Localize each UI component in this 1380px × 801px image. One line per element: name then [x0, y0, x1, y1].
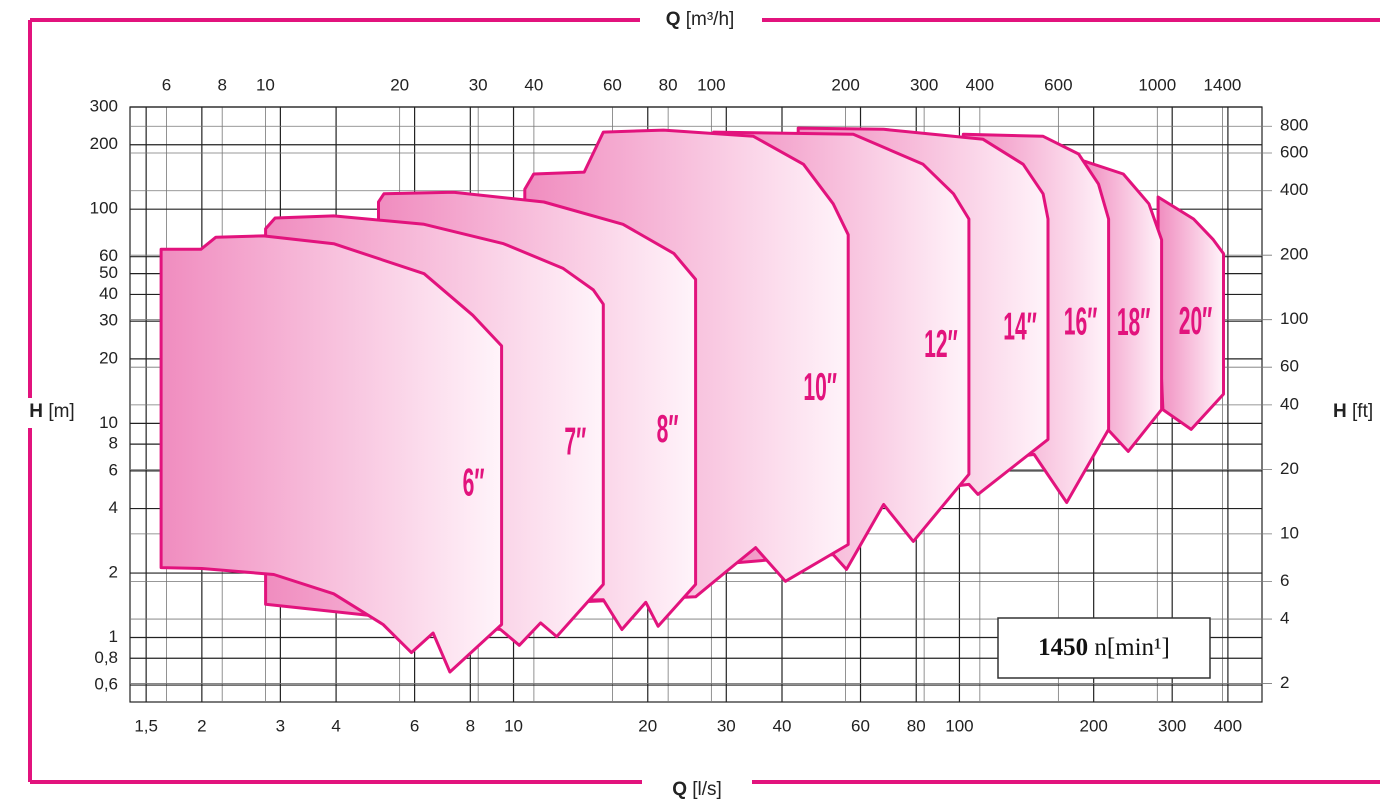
speed-annotation: 1450 n[min¹] [1038, 634, 1170, 661]
y-axis-title: H [m] [29, 401, 74, 422]
x2-tick-label: 1000 [1138, 75, 1176, 94]
speed-unit: n[min¹] [1094, 634, 1170, 661]
region-label: 20″ [1179, 299, 1213, 343]
y-tick-label: 100 [90, 199, 118, 218]
x2-tick-label: 60 [603, 75, 622, 94]
y2-tick-label: 100 [1280, 309, 1308, 328]
axis-symbol: Q [672, 779, 687, 800]
x2-tick-label: 400 [966, 75, 994, 94]
x2-tick-label: 8 [217, 75, 226, 94]
speed-box [997, 617, 1211, 679]
x2-tick-label: 600 [1044, 75, 1072, 94]
y2-tick-label: 4 [1280, 609, 1289, 628]
y2-tick-label: 10 [1280, 523, 1299, 542]
x-tick-label: 8 [466, 716, 475, 735]
axis-symbol: H [29, 401, 43, 422]
y2-tick-label: 200 [1280, 245, 1308, 264]
y2-tick-label: 800 [1280, 116, 1308, 135]
region-label: 14″ [1003, 305, 1037, 349]
x-tick-label: 40 [773, 716, 792, 735]
y-tick-label: 0,8 [94, 648, 118, 667]
x-tick-label: 100 [945, 716, 973, 735]
axis-unit: [m] [48, 401, 74, 422]
y-tick-label: 6 [109, 460, 118, 479]
pump-region [159, 234, 504, 674]
y-tick-label: 300 [90, 96, 118, 115]
x-tick-label: 60 [851, 716, 870, 735]
y2-tick-label: 20 [1280, 459, 1299, 478]
x-tick-label: 80 [907, 716, 926, 735]
x-tick-label: 30 [717, 716, 736, 735]
y2-axis-title: H [ft] [1333, 401, 1373, 422]
x-tick-label: 4 [331, 716, 340, 735]
axis-unit: [m³/h] [686, 9, 735, 30]
x2-tick-label: 30 [469, 75, 488, 94]
y-tick-label: 40 [99, 284, 118, 303]
region-label: 8″ [657, 407, 679, 451]
speed-value: 1450 [1038, 634, 1088, 661]
x-tick-label: 300 [1158, 716, 1186, 735]
x-tick-label: 2 [197, 716, 206, 735]
y-tick-label: 60 [99, 246, 118, 265]
region-label: 18″ [1117, 300, 1151, 344]
region-label: 12″ [924, 322, 958, 366]
y-tick-label: 1 [109, 627, 118, 646]
y-tick-label: 200 [90, 134, 118, 153]
y2-tick-label: 6 [1280, 571, 1289, 590]
y-tick-label: 0,6 [94, 675, 118, 694]
x-tick-label: 1,5 [134, 716, 158, 735]
x2-tick-label: 20 [390, 75, 409, 94]
y-tick-label: 30 [99, 311, 118, 330]
y-tick-label: 8 [109, 434, 118, 453]
y-tick-label: 10 [99, 413, 118, 432]
axis-unit: [l/s] [692, 779, 722, 800]
x-axis-title: Q [l/s] [672, 779, 722, 800]
y-tick-label: 50 [99, 263, 118, 282]
axis-symbol: Q [666, 9, 681, 30]
axis-unit: [ft] [1352, 401, 1373, 422]
region-label: 10″ [803, 365, 837, 409]
x2-tick-label: 40 [524, 75, 543, 94]
x2-tick-label: 1400 [1204, 75, 1242, 94]
x-tick-label: 200 [1079, 716, 1107, 735]
region-label: 16″ [1064, 300, 1098, 344]
x2-tick-label: 300 [910, 75, 938, 94]
region-label: 6″ [463, 461, 485, 505]
region-label: 7″ [564, 420, 586, 464]
axis-symbol: H [1333, 401, 1347, 422]
y2-tick-label: 400 [1280, 180, 1308, 199]
x-tick-label: 400 [1214, 716, 1242, 735]
y2-tick-label: 60 [1280, 357, 1299, 376]
frame [28, 18, 1380, 784]
y-tick-label: 4 [109, 498, 118, 517]
x-tick-label: 3 [276, 716, 285, 735]
x2-tick-label: 6 [162, 75, 171, 94]
y-tick-label: 20 [99, 348, 118, 367]
x2-axis-title: Q [m³/h] [666, 9, 735, 30]
y-tick-label: 2 [109, 563, 118, 582]
x-tick-label: 6 [410, 716, 419, 735]
x2-tick-label: 200 [831, 75, 859, 94]
x-tick-label: 10 [504, 716, 523, 735]
x2-tick-label: 80 [659, 75, 678, 94]
y2-tick-label: 600 [1280, 142, 1308, 161]
x-tick-label: 20 [638, 716, 657, 735]
x2-tick-label: 100 [697, 75, 725, 94]
y2-tick-label: 40 [1280, 394, 1299, 413]
y2-tick-label: 2 [1280, 673, 1289, 692]
x2-tick-label: 10 [256, 75, 275, 94]
